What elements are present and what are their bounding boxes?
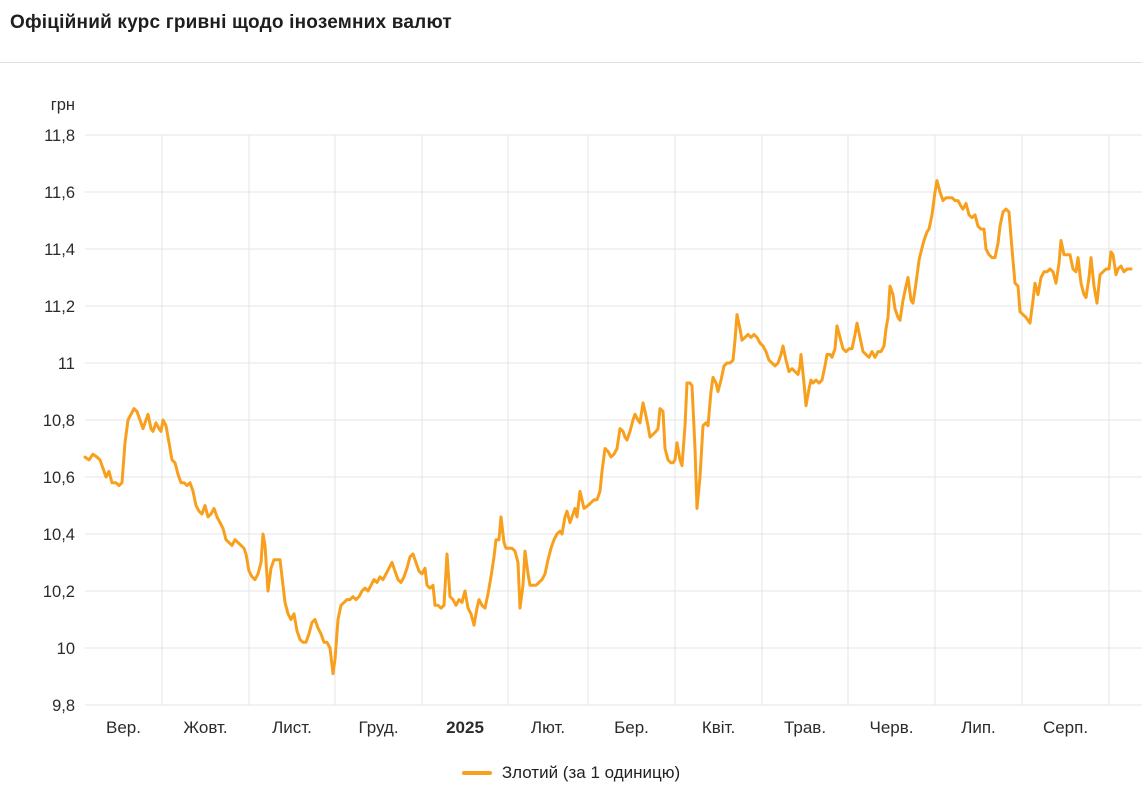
x-axis-tick-label: Черв. <box>870 718 914 737</box>
legend-line-swatch <box>461 771 492 775</box>
y-axis-tick-label: 10,6 <box>43 469 75 487</box>
x-axis-tick-label: Трав. <box>784 718 826 737</box>
exchange-rate-line-chart: 11,8 11,6 11,4 11,2 11 10,8 10,6 10,4 10,2 10 9,8 г… <box>43 96 1142 737</box>
x-axis-tick-label: Груд. <box>358 718 398 737</box>
x-axis-tick-label: 2025 <box>446 718 484 737</box>
x-axis-tick-label: Бер. <box>614 718 649 737</box>
y-axis-tick-label: 11,4 <box>44 241 75 259</box>
x-axis-tick-label: Лист. <box>272 718 312 737</box>
legend-label: Злотий (за 1 одиницю) <box>501 763 681 782</box>
x-axis-tick-label: Серп. <box>1043 718 1088 737</box>
y-axis-tick-label: 11,6 <box>44 184 75 202</box>
x-axis-tick-label: Вер. <box>106 718 141 737</box>
x-axis-tick-label: Лип. <box>961 718 996 737</box>
y-axis-tick-label: 11,2 <box>44 298 75 316</box>
y-axis-tick-label: 11,8 <box>44 127 75 145</box>
series-line-zloty <box>83 179 1133 676</box>
x-axis-tick-label: Квіт. <box>702 718 735 737</box>
x-axis-tick-label: Лют. <box>531 718 565 737</box>
y-axis-tick-label: 10 <box>57 640 75 658</box>
y-axis-tick-label: 11 <box>58 355 75 373</box>
x-axis-tick-label: Жовт. <box>183 718 227 737</box>
title-divider <box>0 62 1142 63</box>
chart-legend[interactable]: Злотий (за 1 одиницю) <box>0 763 1142 783</box>
page-title: Офіційний курс гривні щодо іноземних вал… <box>10 12 452 33</box>
y-axis-tick-label: 10,4 <box>43 526 75 544</box>
y-axis-tick-label: 10,8 <box>43 412 75 430</box>
y-axis-tick-label: 10,2 <box>43 583 75 601</box>
y-axis-unit-label: грн <box>51 96 75 114</box>
y-axis-tick-label: 9,8 <box>52 697 75 715</box>
